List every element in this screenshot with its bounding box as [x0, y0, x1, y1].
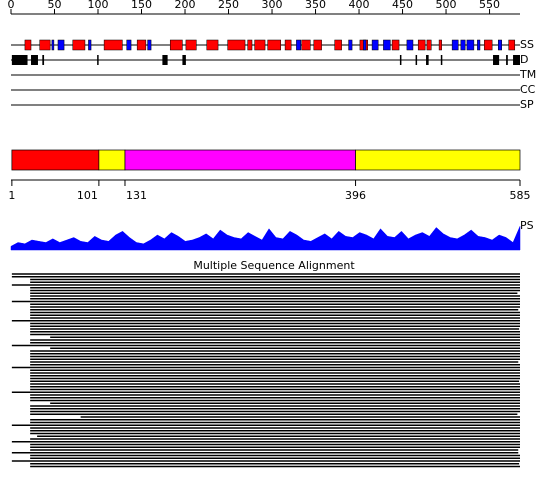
- helix: [426, 39, 432, 51]
- ps-profile: [10, 226, 521, 251]
- helix: [267, 39, 281, 51]
- domain-label: 1: [8, 189, 15, 202]
- helix: [227, 39, 246, 51]
- track-label: CC: [520, 83, 536, 96]
- strand: [51, 39, 55, 51]
- ruler-label: 500: [436, 0, 457, 11]
- disorder-region: [493, 55, 500, 65]
- domain: [98, 149, 126, 171]
- ruler-label: 550: [479, 0, 500, 11]
- strand: [57, 39, 65, 51]
- ruler-label: 150: [131, 0, 152, 11]
- ruler-label: 400: [349, 0, 370, 11]
- strand: [147, 39, 152, 51]
- domain-label: 396: [345, 189, 366, 202]
- strand: [126, 39, 132, 51]
- helix: [438, 39, 442, 51]
- helix: [247, 39, 253, 51]
- msa-title: Multiple Sequence Alignment: [193, 259, 355, 272]
- strand: [497, 39, 502, 51]
- disorder-region: [162, 55, 168, 65]
- domain-label: 585: [510, 189, 531, 202]
- strand: [88, 39, 92, 51]
- ruler-label: 50: [48, 0, 62, 11]
- disorder-region: [415, 55, 418, 65]
- disorder-region: [513, 55, 520, 65]
- ruler-label: 350: [305, 0, 326, 11]
- ps-label: PS: [520, 219, 534, 232]
- strand: [477, 39, 481, 51]
- domain-label: 131: [126, 189, 147, 202]
- domain: [11, 149, 100, 171]
- disorder-region: [42, 55, 45, 65]
- domain-label: 101: [77, 189, 98, 202]
- disorder-region: [11, 55, 28, 65]
- track-label: D: [520, 53, 528, 66]
- track-label: SS: [520, 38, 534, 51]
- ruler-label: 450: [392, 0, 413, 11]
- helix: [484, 39, 493, 51]
- helix: [24, 39, 32, 51]
- domain: [355, 149, 521, 171]
- ruler-label: 100: [88, 0, 109, 11]
- track-label: SP: [520, 98, 534, 111]
- helix: [136, 39, 147, 51]
- ruler-label: 250: [218, 0, 239, 11]
- strand: [296, 39, 301, 51]
- helix: [508, 39, 516, 51]
- strand: [460, 39, 466, 51]
- disorder-region: [426, 55, 429, 65]
- ruler-label: 200: [175, 0, 196, 11]
- helix: [313, 39, 322, 51]
- helix: [185, 39, 197, 51]
- strand: [451, 39, 459, 51]
- helix: [391, 39, 400, 51]
- helix: [284, 39, 292, 51]
- strand: [363, 39, 367, 51]
- track-label: TM: [519, 68, 536, 81]
- strand: [371, 39, 379, 51]
- ruler-label: 300: [262, 0, 283, 11]
- helix: [334, 39, 342, 51]
- helix: [417, 39, 426, 51]
- disorder-region: [506, 55, 508, 65]
- strand: [466, 39, 475, 51]
- helix: [72, 39, 86, 51]
- helix: [206, 39, 219, 51]
- helix: [103, 39, 123, 51]
- disorder-region: [182, 55, 186, 65]
- helix: [301, 39, 311, 51]
- helix: [254, 39, 266, 51]
- ruler-label: 0: [8, 0, 15, 11]
- disorder-region: [97, 55, 99, 65]
- disorder-region: [31, 55, 38, 65]
- disorder-region: [440, 55, 443, 65]
- helix: [169, 39, 183, 51]
- strand: [383, 39, 391, 51]
- strand: [406, 39, 414, 51]
- disorder-region: [399, 55, 402, 65]
- strand: [348, 39, 353, 51]
- helix: [39, 39, 51, 51]
- domain: [124, 149, 356, 171]
